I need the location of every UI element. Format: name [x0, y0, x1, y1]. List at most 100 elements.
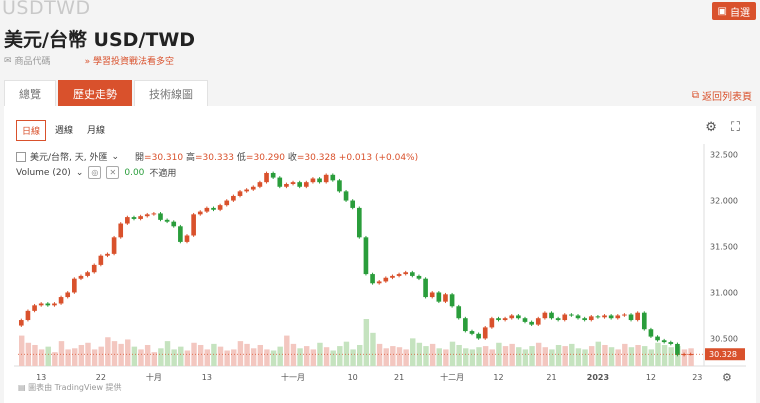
x-tick-label: 十月	[146, 372, 162, 382]
candle-body	[217, 205, 223, 210]
volume-bar	[45, 346, 51, 366]
ohlc-legend: 美元/台幣, 天, 外匯 ⌄ 開=30.310 高=30.333 低=30.29…	[16, 150, 418, 163]
candle-body	[423, 278, 428, 298]
volume-bar	[197, 344, 204, 366]
candle-body	[250, 186, 256, 190]
tab-label: 歷史走勢	[73, 88, 117, 101]
volume-bar	[562, 346, 568, 366]
volume-bar	[390, 346, 396, 366]
volume-bar	[476, 347, 482, 366]
volume-bar	[211, 343, 217, 366]
x-tick-label: 21	[546, 373, 556, 382]
volume-bar	[237, 341, 244, 366]
double-chevron-icon: »	[84, 57, 91, 67]
mail-icon: ✉	[4, 55, 12, 66]
candle-body	[350, 200, 356, 208]
candle-body	[635, 312, 640, 321]
volume-bar	[98, 346, 104, 366]
volume-bar	[204, 349, 210, 366]
chart-tools: ⚙ ⛶	[705, 120, 740, 135]
close-value: 30.328	[304, 153, 336, 163]
volume-bar	[688, 348, 694, 366]
tab-overview[interactable]: 總覽	[4, 80, 56, 108]
x-tick-label: 12	[493, 373, 503, 382]
x-tick-label: 2023	[587, 373, 609, 382]
candle-body	[18, 320, 24, 326]
learn-link[interactable]: » 學習投資戰法看多空	[85, 54, 174, 67]
candle-body	[303, 182, 309, 187]
period-monthly[interactable]: 月線	[87, 126, 106, 136]
candle-body	[376, 281, 382, 284]
candle-body	[105, 253, 110, 256]
volume-bar	[32, 344, 38, 366]
candle-body	[65, 292, 71, 298]
period-weekly[interactable]: 週線	[55, 126, 74, 136]
learn-link-label: 學習投資戰法看多空	[92, 57, 174, 67]
x-tick-label: 十二月	[440, 372, 464, 382]
close-icon[interactable]: ✕	[106, 166, 120, 179]
ohlc-values: 開=30.310 高=30.333 低=30.290 收=30.328 +0.0…	[135, 153, 419, 163]
candle-body	[588, 316, 594, 321]
volume-bar	[429, 343, 436, 366]
candle-body	[489, 318, 495, 328]
candle-body	[131, 217, 137, 219]
volume-bar	[178, 346, 184, 366]
volume-bar	[529, 346, 535, 366]
candle-body	[164, 219, 170, 222]
tradingview-icon: ▤	[18, 383, 26, 392]
chevron-down-icon[interactable]: ⌄	[75, 167, 84, 178]
volume-bar	[231, 349, 237, 366]
candle-body	[363, 237, 369, 275]
high-value: 30.333	[202, 153, 235, 163]
candle-body	[257, 182, 263, 187]
candle-body	[410, 272, 415, 276]
chevron-down-icon[interactable]: ⌄	[111, 151, 120, 162]
volume-bar	[469, 349, 476, 366]
volume-bar	[396, 347, 403, 366]
collapse-icon[interactable]	[16, 151, 26, 162]
tab-technical[interactable]: 技術線圖	[134, 80, 208, 108]
candle-body	[264, 172, 269, 183]
ghost-symbol: USDTWD	[2, 0, 91, 19]
candle-body	[330, 174, 336, 181]
period-daily[interactable]: 日線	[16, 120, 47, 141]
candle-body	[463, 318, 468, 332]
fullscreen-icon[interactable]: ⛶	[730, 120, 740, 135]
volume-bar	[622, 343, 628, 366]
sub-left-label: 商品代碼	[14, 57, 51, 67]
visibility-icon[interactable]: ◎	[88, 166, 102, 179]
volume-bar	[641, 346, 648, 366]
external-link-icon: ⧉	[691, 90, 699, 101]
volume-bar	[171, 349, 177, 366]
y-tick-label: 30.500	[710, 334, 738, 343]
tab-history[interactable]: 歷史走勢	[58, 80, 132, 108]
candle-body	[58, 297, 64, 304]
candle-body	[244, 189, 249, 192]
candle-body	[562, 314, 568, 321]
change-value: +0.013 (+0.04%)	[338, 153, 419, 163]
favorite-button[interactable]: ▣ 自選	[711, 2, 756, 20]
candle-body	[38, 303, 44, 306]
candlestick-chart-svg: 32.500 32.000 31.500 31.000 30.500 30.328 13 22…	[14, 144, 746, 384]
settings-icon[interactable]: ⚙	[705, 120, 717, 135]
candle-body	[509, 315, 515, 319]
candle-body	[476, 333, 481, 339]
candle-body	[469, 331, 475, 334]
volume-bar	[555, 344, 562, 366]
price-chart[interactable]: 32.500 32.000 31.500 31.000 30.500 30.328 13 22…	[14, 144, 746, 396]
candle-body	[542, 312, 548, 319]
candle-body	[429, 292, 435, 298]
candle-body	[569, 314, 574, 316]
candle-body	[224, 200, 230, 206]
candle-body	[608, 315, 614, 319]
candle-body	[595, 316, 601, 318]
candle-body	[178, 226, 183, 242]
volume-bar	[317, 342, 323, 366]
candle-body	[641, 312, 647, 330]
volume-bar	[482, 346, 489, 366]
candle-body	[390, 275, 395, 278]
volume-bar	[111, 341, 118, 366]
candle-body	[323, 174, 329, 183]
back-to-list-link[interactable]: ⧉ 返回列表頁	[692, 88, 752, 103]
x-tick-label: 12	[646, 373, 656, 382]
